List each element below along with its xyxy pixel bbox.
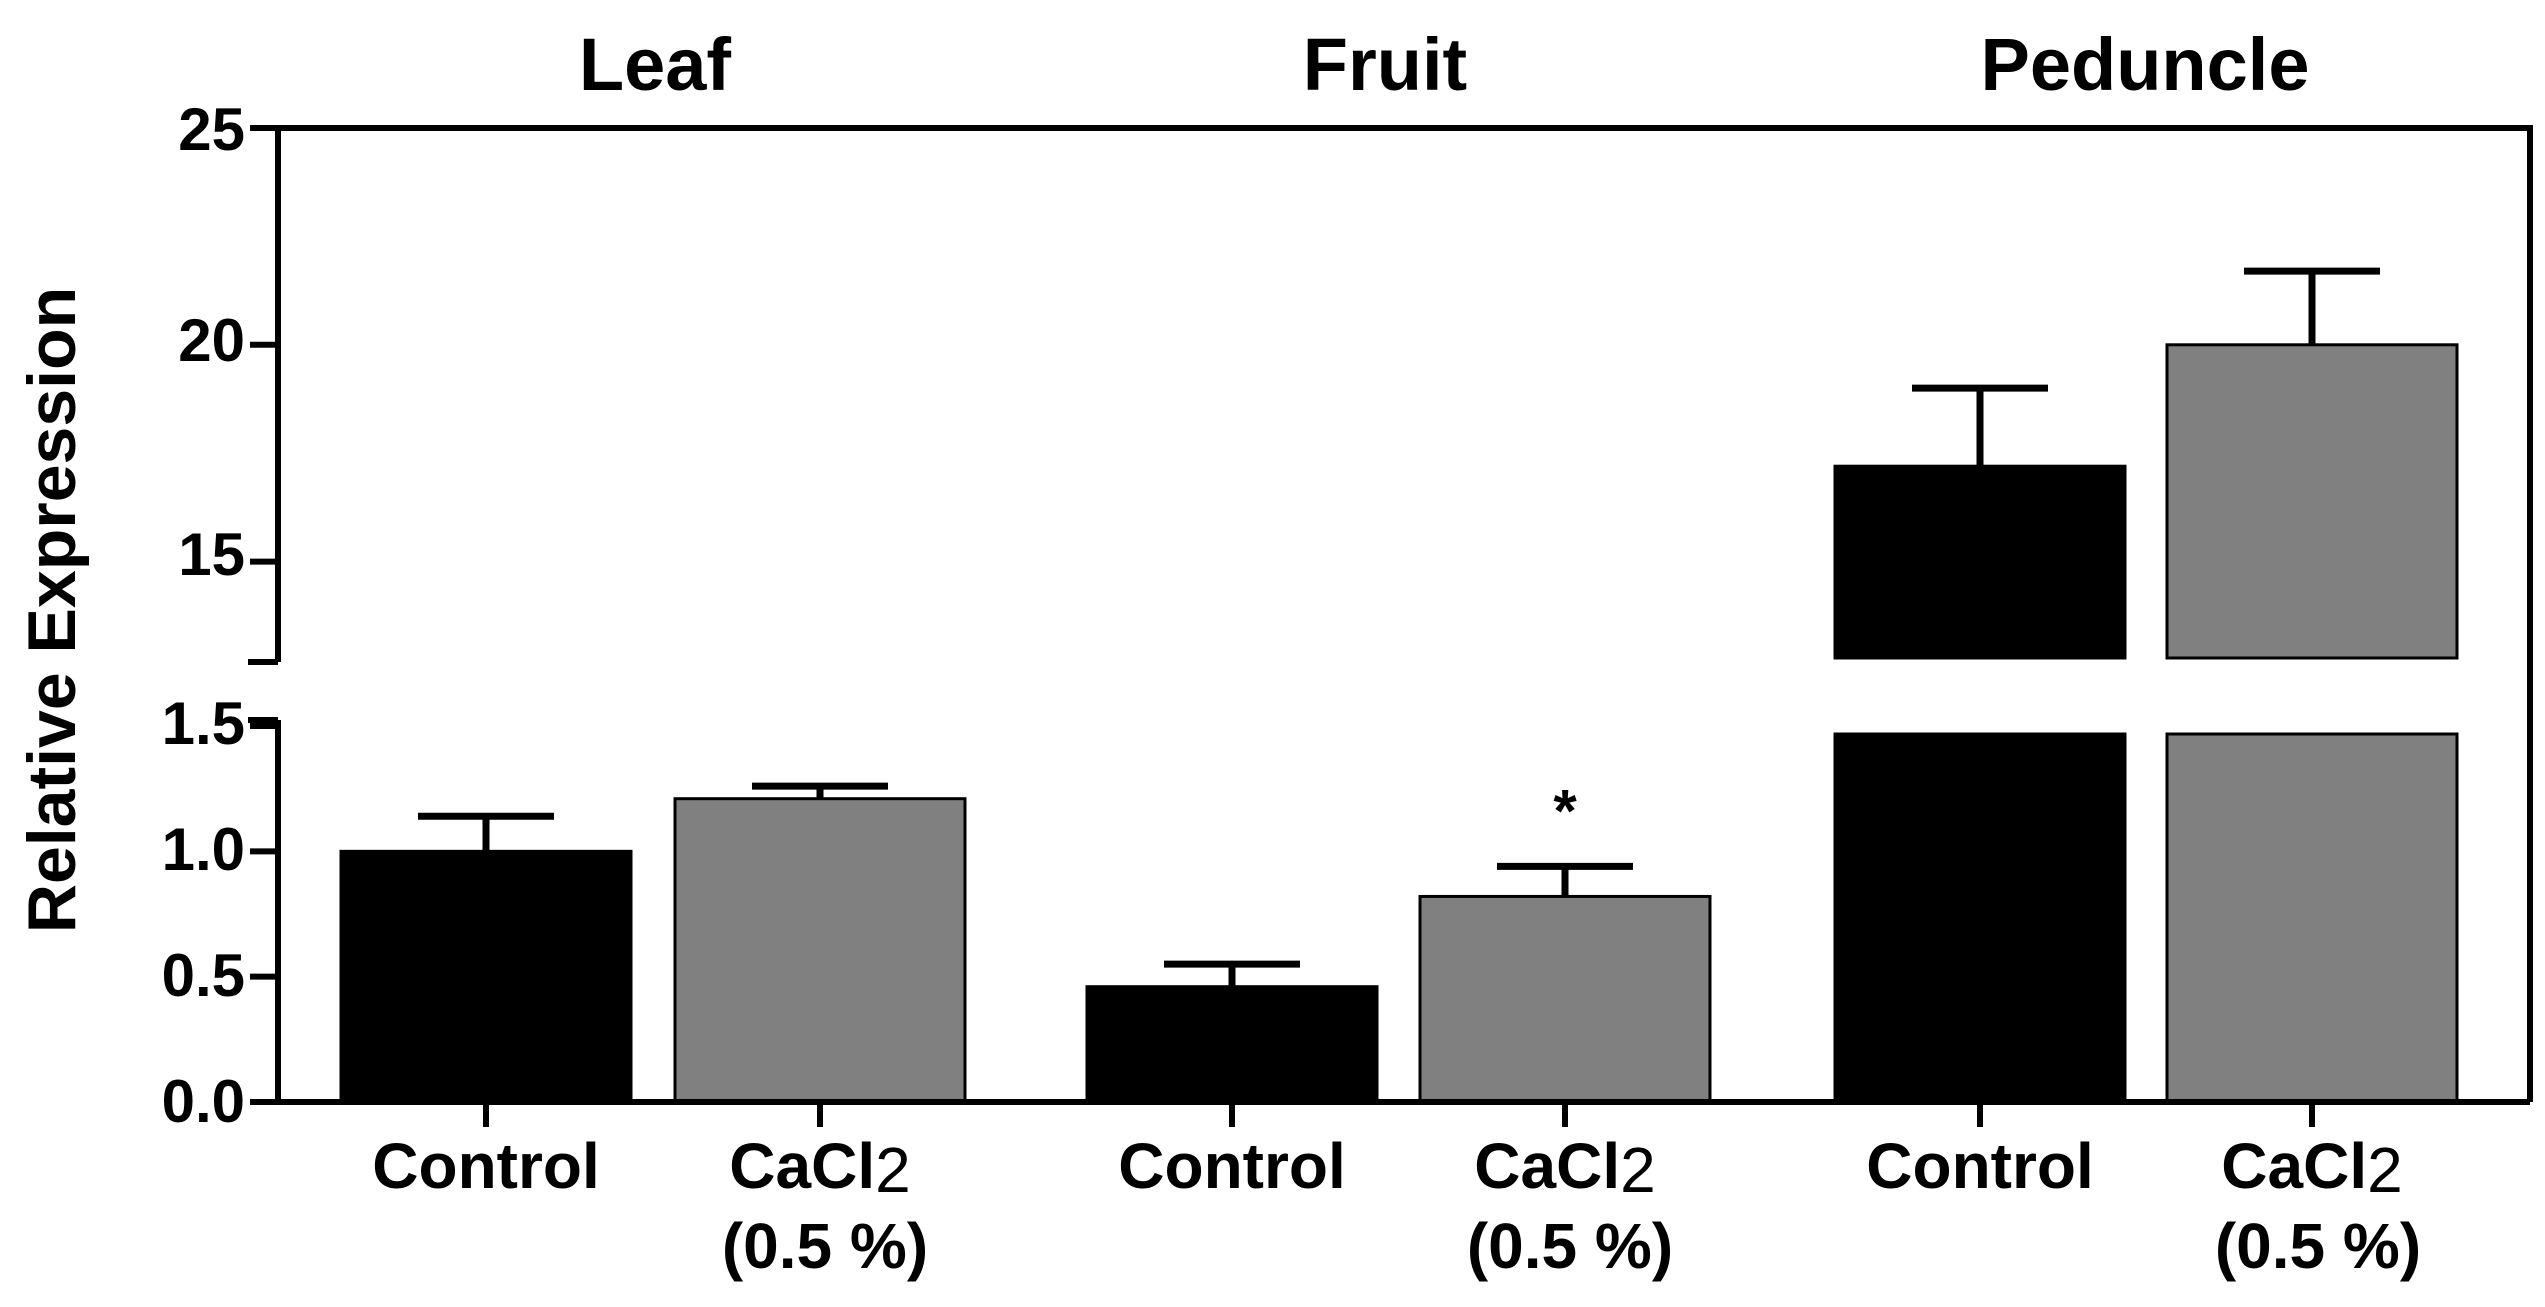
bar-lower-segment (1833, 732, 2127, 1104)
y-axis-label: Relative Expression (14, 287, 90, 933)
group-title-fruit: Fruit (1303, 23, 1467, 106)
x-tick-label: CaCl2 (1474, 1130, 1655, 1206)
group-title-leaf: Leaf (579, 23, 732, 106)
bar (2165, 343, 2459, 660)
y-tick-label: 1.5 (162, 690, 245, 757)
y-tick-label: 0.0 (162, 1068, 245, 1135)
y-tick-label: 15 (178, 521, 245, 588)
bar (1833, 464, 2127, 660)
bar (339, 849, 633, 1104)
x-tick-label: Control (1866, 1130, 2094, 1202)
bar (673, 797, 967, 1104)
y-tick-label: 20 (178, 307, 245, 374)
y-tick-label: 25 (178, 96, 245, 163)
x-tick-label: Control (372, 1130, 600, 1202)
x-tick-label: CaCl2 (729, 1130, 910, 1206)
x-tick-label-sub: (0.5 %) (1467, 1210, 1673, 1282)
bar (1418, 894, 1712, 1104)
x-tick-label: CaCl2 (2221, 1130, 2402, 1206)
y-tick-label: 0.5 (162, 942, 245, 1009)
x-tick-label-sub: (0.5 %) (2215, 1210, 2421, 1282)
bar-lower-segment (2165, 732, 2459, 1104)
bar (1085, 985, 1379, 1104)
x-tick-label-sub: (0.5 %) (722, 1210, 928, 1282)
group-title-peduncle: Peduncle (1981, 23, 2310, 106)
x-tick-label: Control (1118, 1130, 1346, 1202)
significance-marker: * (1553, 777, 1577, 844)
y-tick-label: 1.0 (162, 816, 245, 883)
